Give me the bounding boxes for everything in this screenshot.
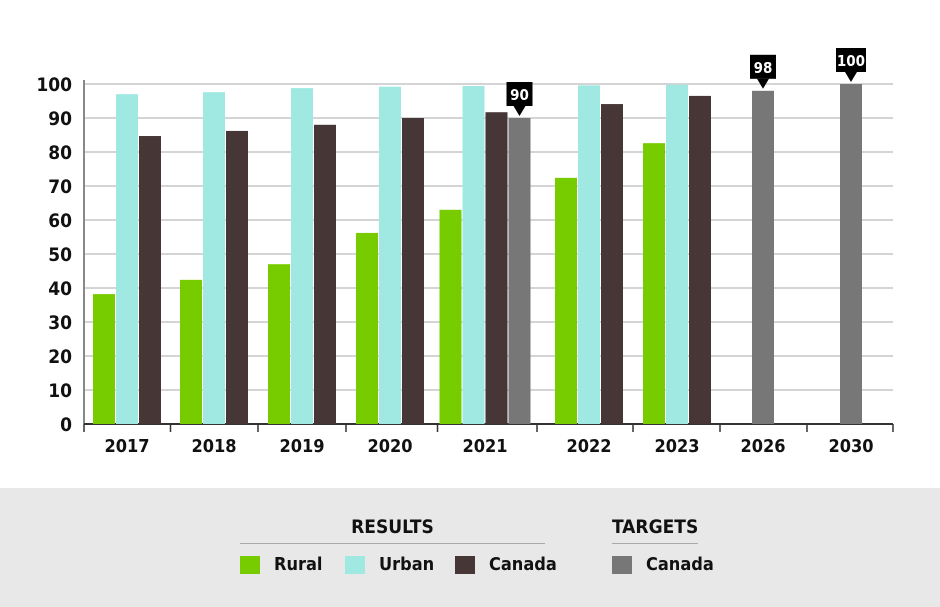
y-tick-label: 90 (48, 108, 72, 130)
bar-urban-results-2019 (291, 88, 313, 424)
legend-targets-title: TARGETS (612, 516, 699, 538)
bar-urban-results-2022 (578, 85, 600, 425)
bar-canada-results-2019 (314, 124, 336, 425)
y-tick-label: 40 (48, 278, 72, 300)
y-tick-label: 60 (48, 210, 72, 232)
legend-label: Canada (489, 554, 557, 575)
bar-urban-results-2021 (462, 86, 485, 424)
y-tick-label: 100 (36, 74, 72, 96)
bar-rural-results-2023 (643, 143, 665, 424)
bar-rural-results-2021 (439, 209, 462, 424)
urban-swatch (345, 555, 365, 574)
bar-rural-results-2019 (268, 264, 290, 424)
legend-item-canada-results: Canada (455, 554, 557, 575)
x-tick-label: 2026 (740, 436, 785, 457)
target-data-label: 100 (837, 52, 865, 70)
legend-label: Urban (379, 554, 435, 575)
target-data-label: 90 (510, 86, 529, 104)
legend-item-canada-targets: Canada (612, 554, 714, 575)
x-tick-label: 2020 (367, 436, 412, 457)
bar-canada-results-2020 (402, 118, 424, 424)
x-tick-label: 2030 (828, 436, 873, 457)
y-tick-label: 50 (48, 244, 72, 266)
legend-item-urban: Urban (345, 554, 434, 575)
x-tick-label: 2018 (191, 436, 236, 457)
y-tick-label: 70 (48, 176, 72, 198)
bar-rural-results-2017 (93, 294, 115, 424)
x-tick-label: 2022 (566, 436, 611, 457)
target-label-box (836, 48, 866, 72)
bar-rural-results-2020 (356, 232, 378, 424)
divider (612, 543, 698, 544)
x-tick-label: 2021 (462, 436, 507, 457)
y-tick-label: 10 (48, 380, 72, 402)
canada-swatch (455, 555, 475, 574)
y-tick-label: 0 (60, 414, 72, 436)
bar-canada-targets-2030 (840, 84, 862, 424)
x-tick-label: 2019 (279, 436, 324, 457)
canada-target-swatch (612, 555, 632, 574)
legend-label: Rural (274, 554, 323, 575)
target-label-pointer (845, 72, 857, 82)
y-tick-label: 20 (48, 346, 72, 368)
bar-canada-results-2023 (689, 95, 711, 425)
bar-rural-results-2018 (180, 279, 202, 424)
legend-label: Canada (646, 554, 714, 575)
rural-swatch (240, 555, 260, 574)
legend: RESULTS TARGETS Rural Urban Canada Canad… (0, 488, 940, 607)
bar-urban-results-2020 (379, 86, 401, 424)
bar-canada-targets-2026 (752, 90, 774, 425)
target-label-pointer (513, 106, 526, 116)
bar-canada-results-2021 (485, 112, 508, 424)
y-tick-label: 30 (48, 312, 72, 334)
bar-urban-results-2018 (203, 92, 225, 424)
target-label-pointer (757, 78, 769, 89)
bar-rural-results-2022 (555, 177, 577, 424)
legend-results-title: RESULTS (351, 516, 434, 538)
x-tick-label: 2023 (654, 436, 699, 457)
bar-canada-targets-2021 (508, 118, 531, 424)
x-tick-label: 2017 (104, 436, 149, 457)
target-label-box (506, 82, 533, 106)
bar-urban-results-2017 (116, 94, 138, 424)
legend-item-rural: Rural (240, 554, 322, 575)
bar-canada-results-2018 (226, 130, 248, 425)
divider (240, 543, 545, 544)
bar-urban-results-2023 (666, 84, 688, 425)
target-data-label: 98 (754, 59, 773, 77)
y-tick-label: 80 (48, 142, 72, 164)
bar-canada-results-2017 (139, 136, 161, 424)
target-label-box (750, 54, 776, 79)
bar-canada-results-2022 (601, 104, 623, 424)
